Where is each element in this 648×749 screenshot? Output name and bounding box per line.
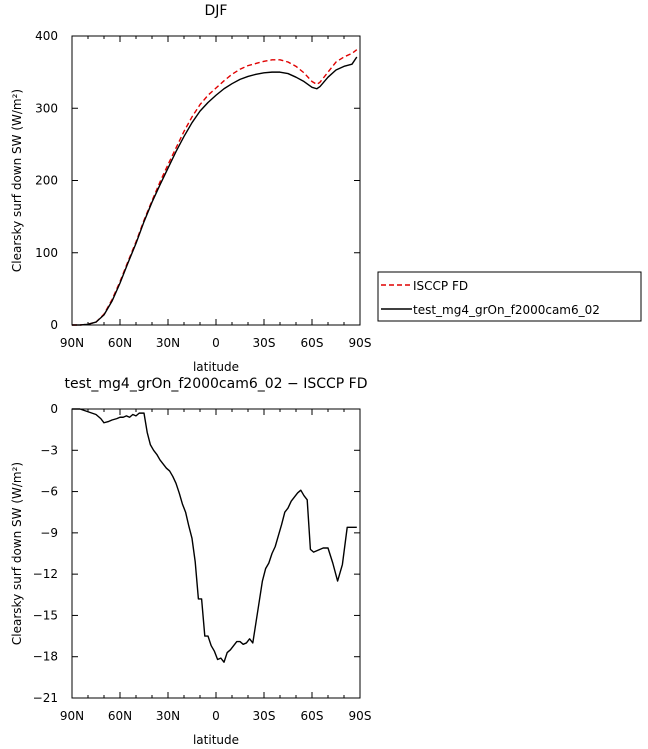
top-chart-xtick-label: 30N <box>156 336 180 350</box>
top-chart-ylabel: Clearsky surf down SW (W/m²) <box>10 89 24 272</box>
bottom-chart-ytick-label: −6 <box>40 485 58 499</box>
bottom-chart-ytick-label: 0 <box>50 402 58 416</box>
bottom-chart-series-line-0 <box>72 408 357 663</box>
bottom-chart-xtick-label: 60N <box>108 709 132 723</box>
top-chart-ytick-label: 300 <box>35 101 58 115</box>
top-chart-ytick-label: 0 <box>50 318 58 332</box>
bottom-chart-ytick-label: −21 <box>33 691 58 705</box>
bottom-chart-xtick-label: 0 <box>212 709 220 723</box>
top-chart-xtick-label: 0 <box>212 336 220 350</box>
top-chart-legend: ISCCP FD test_mg4_grOn_f2000cam6_02 <box>377 271 642 322</box>
bottom-chart: test_mg4_grOn_f2000cam6_02 − ISCCP FD 90… <box>10 376 371 747</box>
top-chart-title: DJF <box>205 3 228 19</box>
top-chart-xtick-label: 90N <box>60 336 84 350</box>
bottom-chart-ytick-label: −3 <box>40 443 58 457</box>
top-chart-ytick-label: 400 <box>35 29 58 43</box>
top-chart-xtick-label: 60N <box>108 336 132 350</box>
bottom-chart-xtick-label: 30N <box>156 709 180 723</box>
bottom-chart-ytick-label: −12 <box>33 567 58 581</box>
top-chart-series-line-0 <box>72 49 358 326</box>
legend-label-isccp: ISCCP FD <box>413 279 468 293</box>
bottom-chart-xtick-label: 90N <box>60 709 84 723</box>
bottom-chart-xtick-label: 90S <box>349 709 372 723</box>
top-chart: DJF 90N 60N 30N 0 30S 60S 90S 0 100 200 300 400 la… <box>10 3 371 374</box>
legend-label-model: test_mg4_grOn_f2000cam6_02 <box>413 303 600 317</box>
bottom-chart-title: test_mg4_grOn_f2000cam6_02 − ISCCP FD <box>65 376 368 392</box>
bottom-chart-xtick-label: 30S <box>253 709 276 723</box>
bottom-chart-ytick-label: −15 <box>33 608 58 622</box>
top-chart-xtick-label: 60S <box>301 336 324 350</box>
top-chart-frame <box>71 35 361 326</box>
top-chart-xtick-label: 30S <box>253 336 276 350</box>
bottom-chart-xlabel: latitude <box>193 733 239 747</box>
top-chart-ytick-label: 200 <box>35 174 58 188</box>
bottom-chart-ylabel: Clearsky surf down SW (W/m²) <box>10 462 24 645</box>
bottom-chart-ytick-label: −18 <box>33 650 58 664</box>
top-chart-xtick-label: 90S <box>349 336 372 350</box>
bottom-chart-xtick-label: 60S <box>301 709 324 723</box>
top-chart-ytick-label: 100 <box>35 246 58 260</box>
legend-box <box>377 271 642 322</box>
top-chart-series-line-1 <box>72 56 358 326</box>
top-chart-xlabel: latitude <box>193 360 239 374</box>
bottom-chart-ytick-label: −9 <box>40 526 58 540</box>
